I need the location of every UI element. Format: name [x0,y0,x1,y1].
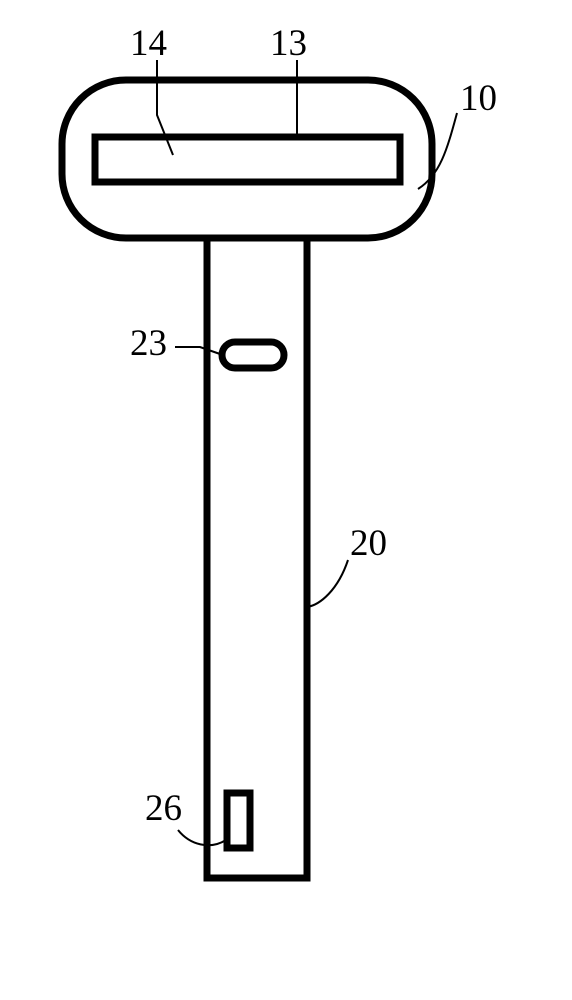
label-14: 14 [130,23,167,64]
handle-body [207,238,307,878]
leader-10 [418,113,457,189]
handle-port [227,793,250,848]
label-13: 13 [270,23,307,64]
head-slot [95,137,400,182]
leader-26 [178,830,226,845]
handle-button [222,342,284,368]
leader-20 [307,560,348,607]
head-housing [62,80,432,238]
leader-14 [157,60,173,155]
label-10: 10 [460,78,497,119]
leader-23 [175,347,220,354]
label-20: 20 [350,523,387,564]
label-23: 23 [130,323,167,364]
label-26: 26 [145,788,182,829]
patent-figure: 14 13 10 23 20 26 [0,0,572,1000]
